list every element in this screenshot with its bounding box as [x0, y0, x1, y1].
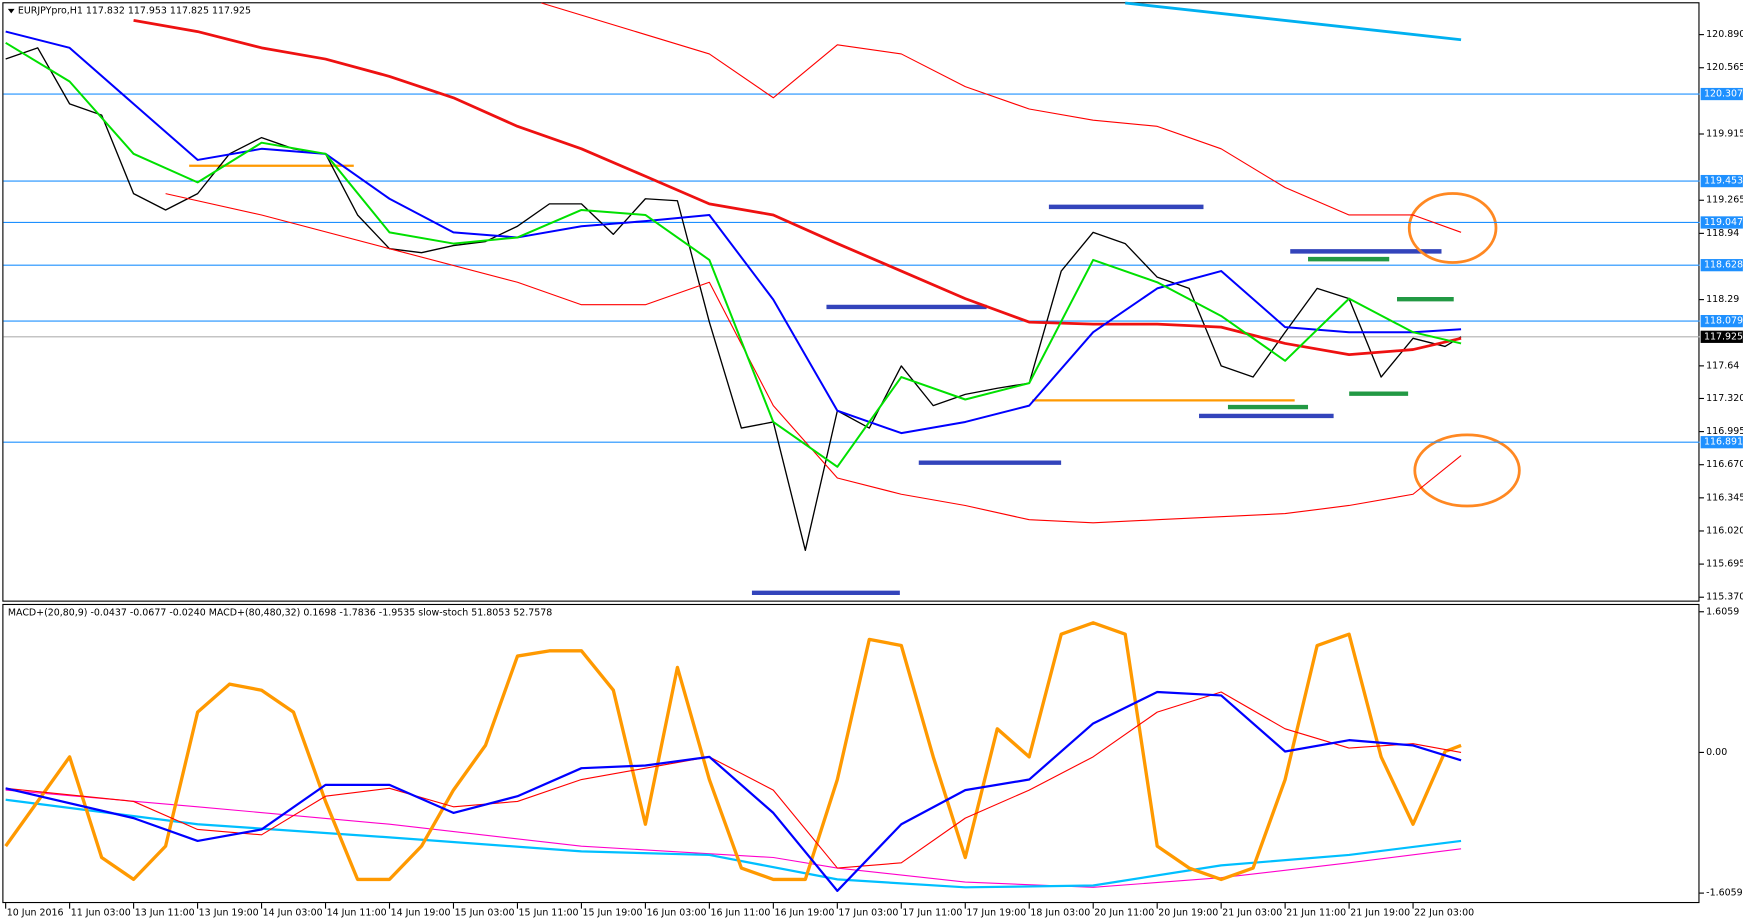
price-label-box: [1700, 330, 1743, 343]
x-tick-label: 13 Jun 11:00: [135, 908, 195, 919]
y-tick-label: 116.345: [1706, 492, 1743, 503]
level-label-box: [1700, 87, 1743, 101]
series-line: [1125, 1, 1462, 42]
y-tick-label: 0.00: [1706, 747, 1727, 758]
x-tick-label: 16 Jun 03:00: [647, 908, 707, 919]
level-label-box: [1700, 315, 1743, 328]
y-tick-label: 1.6059: [1706, 606, 1739, 617]
x-tick-label: 14 Jun 11:00: [327, 908, 387, 919]
x-tick-label: 20 Jun 19:00: [1158, 908, 1218, 919]
series-line: [133, 18, 1462, 357]
x-tick-label: 17 Jun 11:00: [902, 908, 962, 919]
annotations: [189, 164, 1521, 596]
series-line: [5, 47, 1462, 551]
y-tick-label: 119.265: [1706, 195, 1743, 206]
x-tick-label: 16 Jun 11:00: [710, 908, 770, 919]
x-tick-label: 21 Jun 11:00: [1286, 908, 1346, 919]
price-panel: [2, 2, 1700, 602]
indicator-panel: [2, 603, 1700, 904]
level-label-box: [1700, 174, 1743, 188]
level-label: 119.047: [1704, 217, 1743, 228]
y-tick-label: 116.995: [1706, 426, 1743, 437]
x-tick-label: 20 Jun 11:00: [1094, 908, 1154, 919]
price-header: EURJPYpro,H1 117.832 117.953 117.825 117…: [18, 6, 251, 17]
y-tick-label: 117.64: [1706, 360, 1739, 371]
series-line: [5, 30, 1462, 435]
series-line: [5, 691, 1462, 869]
x-tick-label: 14 Jun 03:00: [263, 908, 323, 919]
price-label: 117.925: [1704, 331, 1743, 342]
series-line: [5, 41, 1462, 468]
y-tick-label: 117.320: [1706, 393, 1743, 404]
y-tick-label: 118.94: [1706, 228, 1739, 239]
y-tick-label: 115.695: [1706, 559, 1743, 570]
x-tick-label: 14 Jun 19:00: [391, 908, 451, 919]
x-tick-label: 15 Jun 19:00: [583, 908, 643, 919]
level-label: 120.307: [1704, 89, 1743, 100]
level-label-box: [1700, 259, 1743, 272]
x-tick-label: 10 Jun 2016: [7, 908, 64, 919]
y-tick-label: 116.020: [1706, 525, 1743, 536]
level-label: 118.628: [1704, 260, 1743, 271]
x-tick-label: 21 Jun 19:00: [1350, 908, 1410, 919]
menu-arrow[interactable]: [7, 8, 15, 14]
level-label: 116.891: [1704, 437, 1743, 448]
y-tick-label: 116.670: [1706, 459, 1743, 470]
x-tick-label: 17 Jun 03:00: [838, 908, 898, 919]
x-tick-label: 16 Jun 19:00: [774, 908, 834, 919]
series-line: [5, 690, 1462, 892]
highlight-circle: [1413, 433, 1521, 508]
x-tick-label: 15 Jun 11:00: [519, 908, 579, 919]
y-tick-label: 115.370: [1706, 592, 1743, 603]
series-line: [4, 621, 1462, 882]
x-tick-label: 17 Jun 19:00: [966, 908, 1026, 919]
level-label-box: [1700, 216, 1743, 229]
level-label-box: [1700, 436, 1743, 449]
level-label: 118.079: [1704, 316, 1743, 327]
series-line: [541, 2, 1462, 233]
y-tick-label: 119.915: [1706, 128, 1743, 139]
x-tick-label: 13 Jun 19:00: [199, 908, 259, 919]
series-line: [165, 193, 1462, 524]
highlight-circle: [1407, 192, 1498, 264]
indicator-header: MACD+(20,80,9) -0.0437 -0.0677 -0.0240 M…: [8, 607, 552, 618]
x-tick-label: 11 Jun 03:00: [71, 908, 131, 919]
y-tick-label: 120.890: [1706, 29, 1743, 40]
x-tick-label: 18 Jun 03:00: [1030, 908, 1090, 919]
series-line: [5, 798, 1462, 889]
y-tick-label: 120.565: [1706, 62, 1743, 73]
y-tick-label: -1.6059: [1706, 888, 1742, 899]
y-tick-label: 118.29: [1706, 294, 1739, 305]
x-tick-label: 21 Jun 03:00: [1222, 908, 1282, 919]
x-tick-label: 15 Jun 03:00: [455, 908, 515, 919]
x-tick-label: 22 Jun 03:00: [1414, 908, 1474, 919]
level-label: 119.453: [1704, 176, 1743, 187]
